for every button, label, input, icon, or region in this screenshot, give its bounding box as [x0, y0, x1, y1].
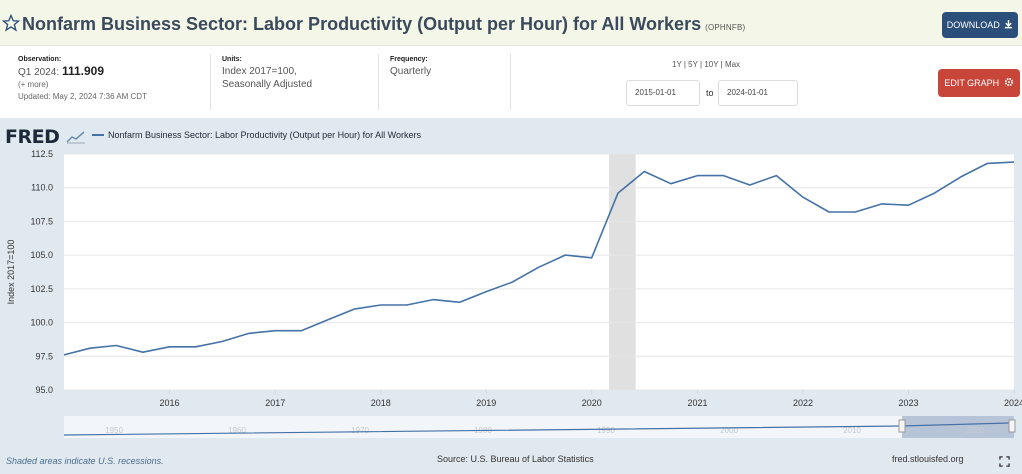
x-tick-label: 2016: [159, 398, 179, 408]
line-chart[interactable]: 95.0 97.5 100.0 102.5 105.0 107.5 110.0 112.5 In…: [0, 118, 1022, 474]
recession-band: [609, 154, 636, 390]
observation-label: Observation:: [18, 56, 62, 63]
navigator-background: [64, 416, 1014, 438]
fullscreen-icon[interactable]: [999, 456, 1010, 467]
end-date-input[interactable]: 2024-01-01: [718, 80, 798, 106]
navigator-tick-label: 1990: [597, 426, 615, 435]
series-metadata: Observation: Q1 2024: 111.909 (+ more) U…: [0, 46, 1022, 118]
source-text: Source: U.S. Bureau of Labor Statistics: [437, 454, 594, 464]
frequency-block: Frequency: Quarterly: [390, 56, 431, 78]
y-tick-label: 102.5: [30, 284, 53, 294]
x-tick-label: 2017: [265, 398, 285, 408]
x-tick-label: 2022: [793, 398, 813, 408]
download-label: DOWNLOAD: [946, 20, 1000, 30]
series-id: (OPHNFB): [705, 23, 746, 32]
observation-period: Q1 2024:: [18, 67, 60, 78]
star-icon[interactable]: [2, 14, 20, 32]
x-tick-label: 2024: [1004, 398, 1022, 408]
navigator-tick-label: 1960: [228, 426, 246, 435]
divider: [210, 54, 211, 110]
divider: [378, 54, 379, 110]
site-link[interactable]: fred.stlouisfed.org: [892, 454, 964, 464]
navigator-tick-label: 1950: [105, 426, 123, 435]
y-tick-label: 105.0: [30, 250, 53, 260]
x-tick-label: 2020: [582, 398, 602, 408]
x-tick-label: 2019: [476, 398, 496, 408]
download-icon: [1005, 20, 1013, 29]
x-tick-label: 2018: [371, 398, 391, 408]
navigator-tick-label: 2010: [843, 426, 861, 435]
edit-graph-label: EDIT GRAPH: [944, 78, 1000, 88]
y-axis-label: Index 2017=100: [6, 240, 16, 305]
edit-graph-button[interactable]: EDIT GRAPH: [938, 69, 1020, 97]
units-label: Units:: [222, 56, 242, 63]
to-label: to: [706, 88, 714, 98]
y-tick-label: 100.0: [30, 318, 53, 328]
y-tick-label: 112.5: [31, 149, 53, 159]
frequency-label: Frequency:: [390, 56, 428, 63]
legend-label: Nonfarm Business Sector: Labor Productiv…: [108, 130, 421, 140]
more-link[interactable]: (+ more): [18, 80, 49, 89]
legend: Nonfarm Business Sector: Labor Productiv…: [92, 130, 421, 140]
fred-graph-icon: [65, 131, 85, 144]
x-tick-label: 2021: [688, 398, 708, 408]
y-tick-label: 110.0: [31, 183, 53, 193]
divider: [510, 54, 511, 110]
updated-text: Updated: May 2, 2024 7:36 AM CDT: [18, 92, 147, 101]
chart-area: FRED Nonfarm Business Sector: Labor Prod…: [0, 118, 1022, 474]
y-tick-label: 97.5: [35, 351, 53, 361]
plot-background: [64, 154, 1014, 390]
y-tick-label: 107.5: [30, 216, 53, 226]
fred-logo: FRED: [5, 126, 86, 148]
navigator-tick-label: 1970: [351, 426, 369, 435]
download-button[interactable]: DOWNLOAD: [942, 12, 1018, 38]
title-bar: Nonfarm Business Sector: Labor Productiv…: [0, 0, 1022, 46]
navigator-selection: [902, 416, 1014, 438]
x-tick-label: 2023: [898, 398, 918, 408]
series-title: Nonfarm Business Sector: Labor Productiv…: [22, 14, 702, 34]
units-block: Units: Index 2017=100, Seasonally Adjust…: [222, 56, 312, 91]
start-date-input[interactable]: 2015-01-01: [626, 80, 700, 106]
navigator-tick-label: 2000: [720, 426, 738, 435]
units-line1: Index 2017=100,: [222, 66, 297, 77]
y-tick-label: 95.0: [35, 385, 53, 395]
fred-logo-text: FRED: [5, 126, 60, 148]
navigator-handle: [1008, 419, 1016, 433]
frequency-value: Quarterly: [390, 66, 432, 77]
units-line2: Seasonally Adjusted: [222, 79, 313, 90]
navigator-tick-label: 2020: [966, 426, 984, 435]
observation-block: Observation: Q1 2024: 111.909 (+ more) U…: [18, 56, 147, 103]
recession-note: Shaded areas indicate U.S. recessions.: [6, 456, 164, 466]
navigator-handle: [898, 419, 906, 433]
observation-value: 111.909: [61, 64, 104, 78]
gear-icon: [1004, 77, 1013, 87]
series-line: [63, 161, 1015, 356]
page-title: Nonfarm Business Sector: Labor Productiv…: [22, 14, 745, 35]
range-selector[interactable]: 1Y | 5Y | 10Y | Max: [672, 60, 741, 69]
legend-swatch: [92, 133, 104, 136]
